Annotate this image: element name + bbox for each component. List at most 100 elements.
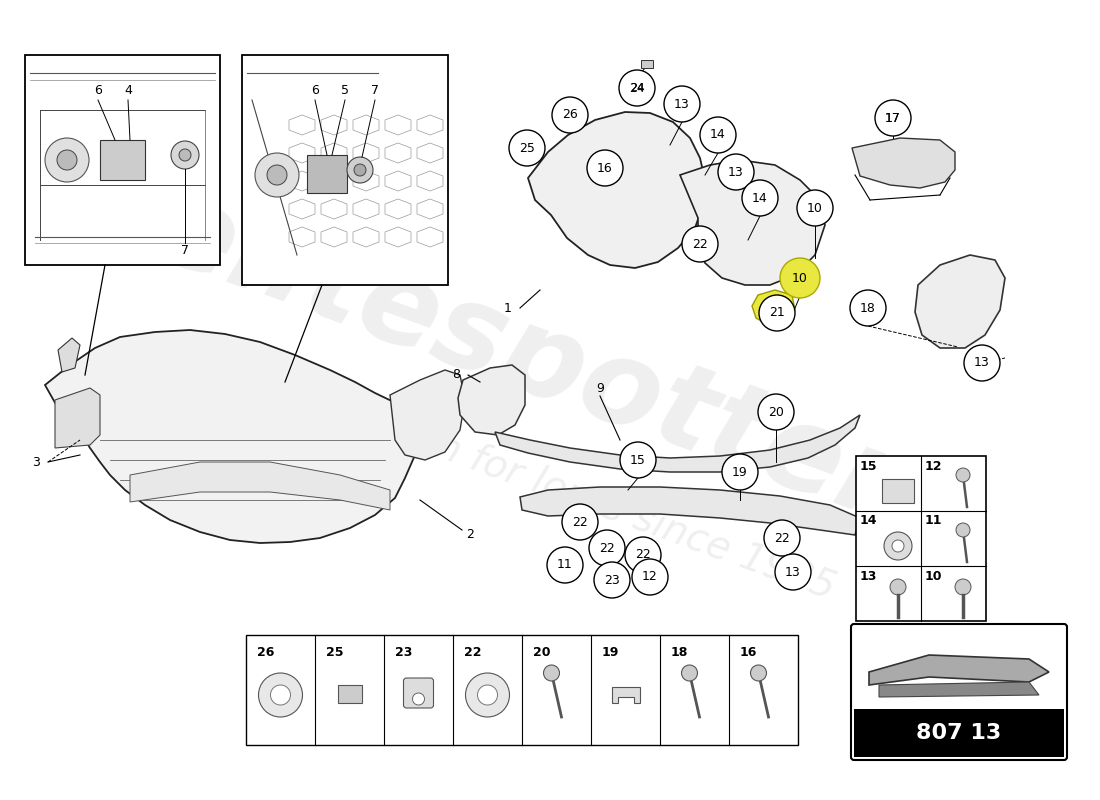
Circle shape [964, 345, 1000, 381]
Text: 15: 15 [630, 454, 646, 466]
Text: 12: 12 [924, 459, 942, 473]
Circle shape [892, 540, 904, 552]
Polygon shape [45, 330, 415, 543]
Circle shape [742, 180, 778, 216]
Circle shape [764, 520, 800, 556]
Text: 22: 22 [464, 646, 482, 659]
Text: 14: 14 [711, 129, 726, 142]
Text: 6: 6 [311, 83, 319, 97]
Circle shape [179, 149, 191, 161]
Circle shape [45, 138, 89, 182]
Text: 2: 2 [466, 529, 474, 542]
Polygon shape [680, 160, 825, 285]
Circle shape [759, 295, 795, 331]
Circle shape [619, 70, 654, 106]
Circle shape [588, 530, 625, 566]
Text: 21: 21 [769, 306, 785, 319]
Text: 11: 11 [557, 558, 573, 571]
Circle shape [758, 394, 794, 430]
Polygon shape [495, 415, 860, 472]
Text: 10: 10 [792, 271, 807, 285]
Circle shape [884, 532, 912, 560]
Text: 14: 14 [752, 191, 768, 205]
Text: 25: 25 [519, 142, 535, 154]
Circle shape [956, 468, 970, 482]
Circle shape [625, 537, 661, 573]
Circle shape [552, 97, 589, 133]
Text: 25: 25 [326, 646, 343, 659]
Circle shape [956, 523, 970, 537]
Text: 17: 17 [886, 111, 901, 125]
Text: 24: 24 [630, 83, 645, 93]
Polygon shape [520, 487, 860, 535]
Text: 20: 20 [532, 646, 550, 659]
FancyBboxPatch shape [882, 479, 914, 503]
Text: 22: 22 [635, 549, 651, 562]
Circle shape [850, 290, 886, 326]
Circle shape [620, 442, 656, 478]
Text: 23: 23 [604, 574, 620, 586]
Text: 7: 7 [182, 243, 189, 257]
Polygon shape [879, 682, 1040, 697]
FancyBboxPatch shape [854, 709, 1064, 757]
Polygon shape [55, 388, 100, 448]
Text: 15: 15 [859, 459, 877, 473]
Text: 12: 12 [642, 570, 658, 583]
Circle shape [255, 153, 299, 197]
Polygon shape [915, 255, 1005, 348]
Text: 11: 11 [924, 514, 942, 527]
Polygon shape [612, 687, 639, 703]
Text: 22: 22 [572, 515, 587, 529]
FancyBboxPatch shape [242, 55, 448, 285]
FancyBboxPatch shape [25, 55, 220, 265]
Circle shape [170, 141, 199, 169]
Text: 13: 13 [674, 98, 690, 110]
Circle shape [562, 504, 598, 540]
Circle shape [543, 665, 560, 681]
Text: 10: 10 [807, 202, 823, 214]
Text: 26: 26 [562, 109, 578, 122]
Circle shape [750, 665, 767, 681]
Text: 26: 26 [256, 646, 274, 659]
Text: 16: 16 [597, 162, 613, 174]
FancyBboxPatch shape [404, 678, 433, 708]
Text: 1: 1 [504, 302, 512, 314]
Circle shape [547, 547, 583, 583]
Polygon shape [752, 290, 795, 326]
Circle shape [700, 117, 736, 153]
Circle shape [874, 100, 911, 136]
Text: 24: 24 [629, 82, 645, 94]
FancyBboxPatch shape [338, 685, 362, 703]
Text: 16: 16 [740, 646, 757, 659]
Text: 13: 13 [975, 357, 990, 370]
Text: elitespotters: elitespotters [139, 170, 981, 570]
Text: 17: 17 [886, 111, 901, 125]
Circle shape [682, 226, 718, 262]
Text: 18: 18 [860, 302, 876, 314]
Text: 6: 6 [95, 83, 102, 97]
Text: 22: 22 [774, 531, 790, 545]
Text: 20: 20 [768, 406, 784, 418]
Circle shape [412, 693, 425, 705]
Text: 22: 22 [600, 542, 615, 554]
Text: 14: 14 [859, 514, 877, 527]
Text: 7: 7 [371, 83, 380, 97]
Text: 3: 3 [32, 455, 40, 469]
Text: 4: 4 [124, 83, 132, 97]
Polygon shape [852, 138, 955, 188]
Circle shape [722, 454, 758, 490]
Text: 19: 19 [733, 466, 748, 478]
Circle shape [798, 190, 833, 226]
Circle shape [780, 258, 820, 298]
Circle shape [465, 673, 509, 717]
Circle shape [776, 554, 811, 590]
FancyBboxPatch shape [856, 456, 986, 621]
FancyBboxPatch shape [851, 624, 1067, 760]
Circle shape [267, 165, 287, 185]
Circle shape [664, 86, 700, 122]
Polygon shape [58, 338, 80, 372]
Circle shape [632, 559, 668, 595]
Circle shape [57, 150, 77, 170]
Text: 5: 5 [341, 83, 349, 97]
Circle shape [258, 673, 303, 717]
